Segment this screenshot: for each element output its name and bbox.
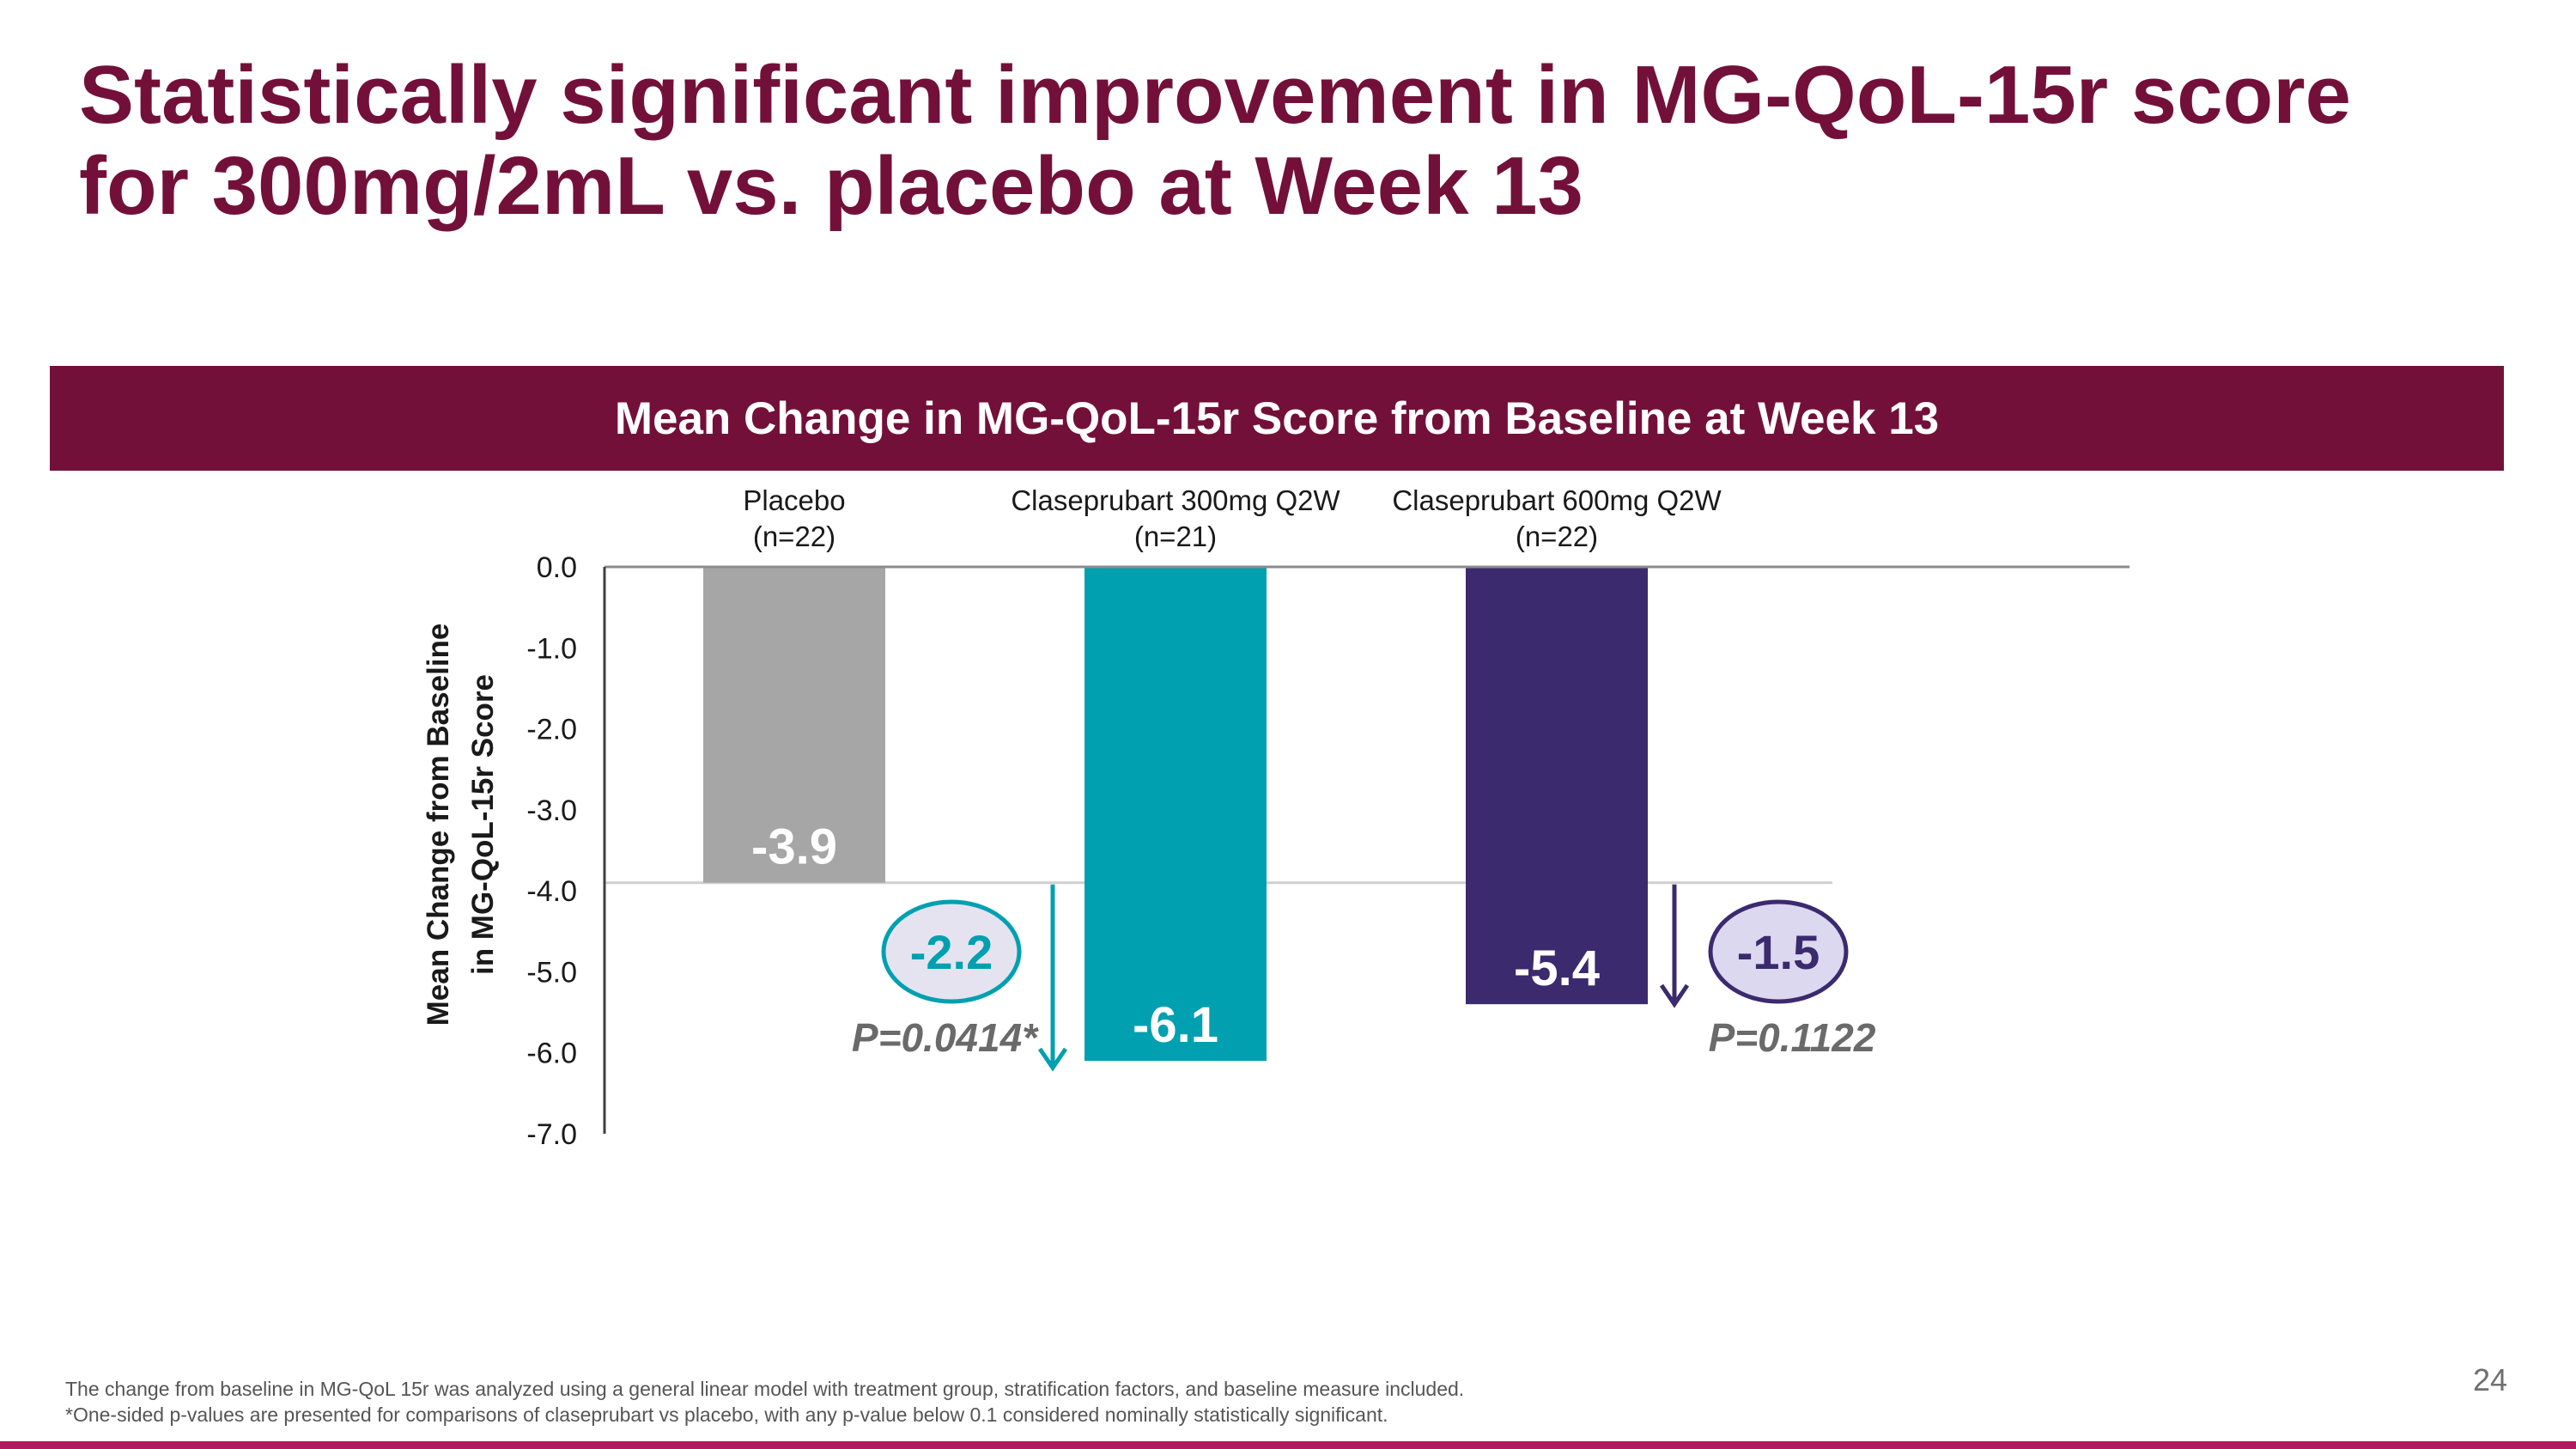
- category-label: Placebo: [743, 484, 845, 516]
- y-tick-label: -3.0: [526, 795, 577, 827]
- y-tick-label: -6.0: [526, 1038, 577, 1070]
- title-line-2: for 300mg/2mL vs. placebo at Week 13: [79, 140, 1583, 232]
- y-tick-label: 0.0: [537, 551, 577, 584]
- chart-banner: Mean Change in MG-QoL-15r Score from Bas…: [50, 366, 2504, 471]
- y-tick-label: -4.0: [526, 875, 577, 908]
- y-tick-label: -5.0: [526, 956, 577, 989]
- category-label: Claseprubart 600mg Q2W: [1392, 484, 1722, 516]
- footnote-2: *One-sided p-values are presented for co…: [65, 1403, 1388, 1426]
- category-n-label: (n=21): [1134, 521, 1217, 552]
- y-tick-label: -7.0: [526, 1118, 577, 1151]
- p-value-label: P=0.0414*: [852, 1015, 1039, 1060]
- bar-1: [1084, 567, 1267, 1062]
- footnotes: The change from baseline in MG-QoL 15r w…: [65, 1376, 1464, 1428]
- difference-arrow-head: [1037, 1047, 1068, 1072]
- y-axis-title: Mean Change from Baseline in MG-QoL-15r S…: [422, 624, 500, 1026]
- page-title: Statistically significant improvement in…: [79, 50, 2535, 232]
- y-axis-title-line: in MG-QoL-15r Score: [466, 674, 500, 975]
- difference-value: -1.5: [1737, 925, 1820, 979]
- bar-value-label: -5.4: [1514, 941, 1600, 996]
- p-value-label: P=0.1122: [1709, 1015, 1876, 1060]
- bar-value-label: -6.1: [1133, 997, 1218, 1053]
- difference-arrow-head: [1659, 983, 1690, 1008]
- title-line-1: Statistically significant improvement in…: [79, 49, 2351, 141]
- y-tick-label: -2.0: [526, 714, 577, 746]
- y-axis-title-line: Mean Change from Baseline: [422, 624, 455, 1026]
- difference-value: -2.2: [910, 925, 993, 979]
- bar-value-label: -3.9: [751, 819, 837, 875]
- category-n-label: (n=22): [753, 521, 835, 552]
- category-n-label: (n=22): [1516, 521, 1598, 552]
- chart-banner-title: Mean Change in MG-QoL-15r Score from Bas…: [614, 393, 1940, 444]
- difference-ellipse: [881, 899, 1022, 1004]
- difference-ellipse: [1708, 899, 1849, 1004]
- category-label: Claseprubart 300mg Q2W: [1011, 484, 1340, 516]
- bottom-rule: [0, 1441, 2576, 1449]
- y-tick-label: -1.0: [526, 632, 577, 665]
- bar-2: [1466, 567, 1648, 1005]
- footnote-1: The change from baseline in MG-QoL 15r w…: [65, 1378, 1465, 1400]
- bar-0: [703, 567, 885, 883]
- bar-chart: 0.0 -1.0 -2.0 -3.0 -4.0 -5.0 -6.0 -7.0 Mean Chan…: [422, 484, 2129, 1151]
- page-number: 24: [2473, 1362, 2508, 1397]
